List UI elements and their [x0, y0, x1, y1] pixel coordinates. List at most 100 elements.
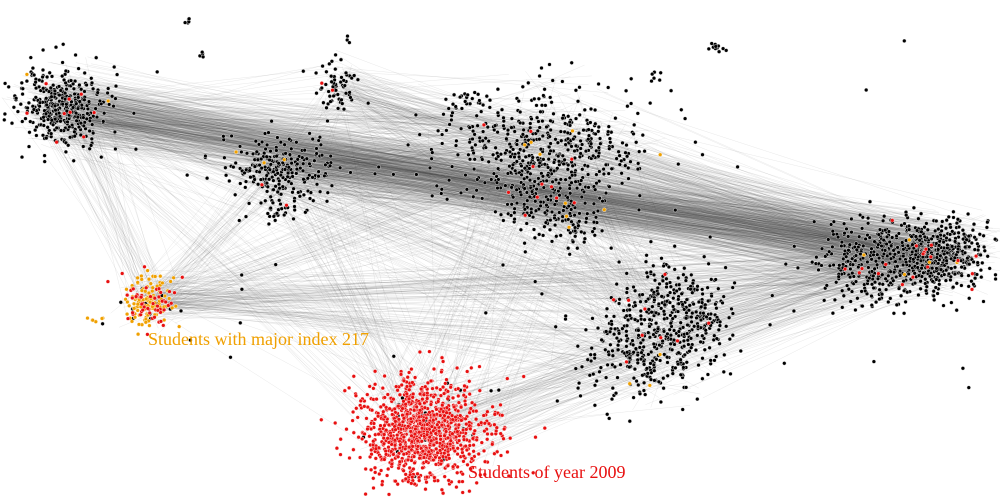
- node: [467, 392, 472, 397]
- node: [492, 412, 497, 417]
- node: [624, 329, 629, 334]
- node: [814, 255, 819, 260]
- node: [577, 154, 582, 159]
- node: [389, 462, 394, 467]
- node: [919, 229, 924, 234]
- node: [429, 424, 434, 429]
- node: [124, 287, 129, 292]
- node: [364, 416, 369, 421]
- node: [888, 256, 894, 261]
- node: [458, 190, 464, 195]
- node: [902, 272, 907, 277]
- node: [37, 104, 42, 109]
- node: [842, 266, 848, 272]
- node: [294, 140, 299, 145]
- node: [20, 91, 25, 97]
- node: [316, 174, 321, 179]
- node: [936, 271, 941, 276]
- node: [460, 447, 465, 452]
- node: [88, 143, 94, 148]
- node: [424, 480, 429, 485]
- node: [289, 156, 294, 161]
- node: [501, 218, 506, 223]
- node: [727, 337, 732, 342]
- node: [522, 207, 527, 212]
- node: [593, 187, 598, 192]
- node: [528, 129, 533, 134]
- node: [264, 181, 269, 186]
- node: [417, 414, 422, 419]
- node: [82, 70, 87, 76]
- node: [857, 270, 862, 275]
- node: [49, 74, 55, 79]
- node: [869, 257, 874, 262]
- node: [676, 301, 681, 306]
- node: [167, 296, 172, 301]
- node: [295, 161, 300, 167]
- node: [145, 306, 150, 311]
- node: [267, 177, 272, 182]
- node: [523, 249, 528, 254]
- node: [501, 436, 506, 441]
- node: [560, 116, 565, 121]
- node: [593, 215, 599, 220]
- node: [643, 259, 649, 264]
- node: [873, 300, 879, 305]
- node: [53, 116, 58, 122]
- node: [867, 199, 873, 204]
- node: [863, 236, 868, 242]
- node: [471, 194, 476, 199]
- node: [648, 239, 653, 244]
- node: [454, 138, 459, 143]
- node: [275, 171, 280, 176]
- node: [840, 288, 845, 293]
- node: [351, 430, 356, 435]
- node: [631, 284, 636, 290]
- node: [527, 166, 532, 171]
- node: [657, 358, 663, 363]
- node: [619, 158, 624, 163]
- node: [593, 121, 598, 126]
- node: [658, 70, 663, 75]
- node: [841, 256, 846, 261]
- node: [139, 288, 144, 293]
- node: [455, 464, 460, 469]
- node: [183, 20, 188, 25]
- node: [386, 422, 391, 427]
- node: [371, 485, 376, 491]
- node: [537, 232, 542, 237]
- node: [643, 299, 649, 304]
- node: [135, 280, 140, 285]
- node: [860, 304, 865, 309]
- node: [269, 119, 274, 124]
- node: [505, 202, 510, 207]
- node: [464, 422, 469, 427]
- node: [525, 198, 530, 203]
- node: [333, 420, 338, 426]
- node: [839, 240, 844, 245]
- node: [620, 326, 625, 331]
- node: [412, 460, 417, 465]
- node: [371, 421, 376, 426]
- node: [922, 234, 927, 239]
- node: [558, 129, 563, 134]
- node: [74, 101, 79, 106]
- node: [638, 308, 643, 314]
- node: [278, 173, 283, 178]
- node: [712, 358, 717, 363]
- node: [413, 426, 418, 432]
- node: [627, 365, 632, 370]
- node: [903, 299, 908, 304]
- node: [680, 407, 685, 412]
- node: [548, 141, 553, 146]
- node: [554, 234, 559, 239]
- node: [76, 95, 81, 100]
- node: [916, 292, 921, 298]
- node: [312, 158, 317, 163]
- node: [993, 272, 998, 277]
- node: [700, 376, 705, 381]
- node: [959, 273, 964, 278]
- node: [850, 256, 855, 261]
- node: [496, 388, 501, 393]
- node: [311, 198, 316, 203]
